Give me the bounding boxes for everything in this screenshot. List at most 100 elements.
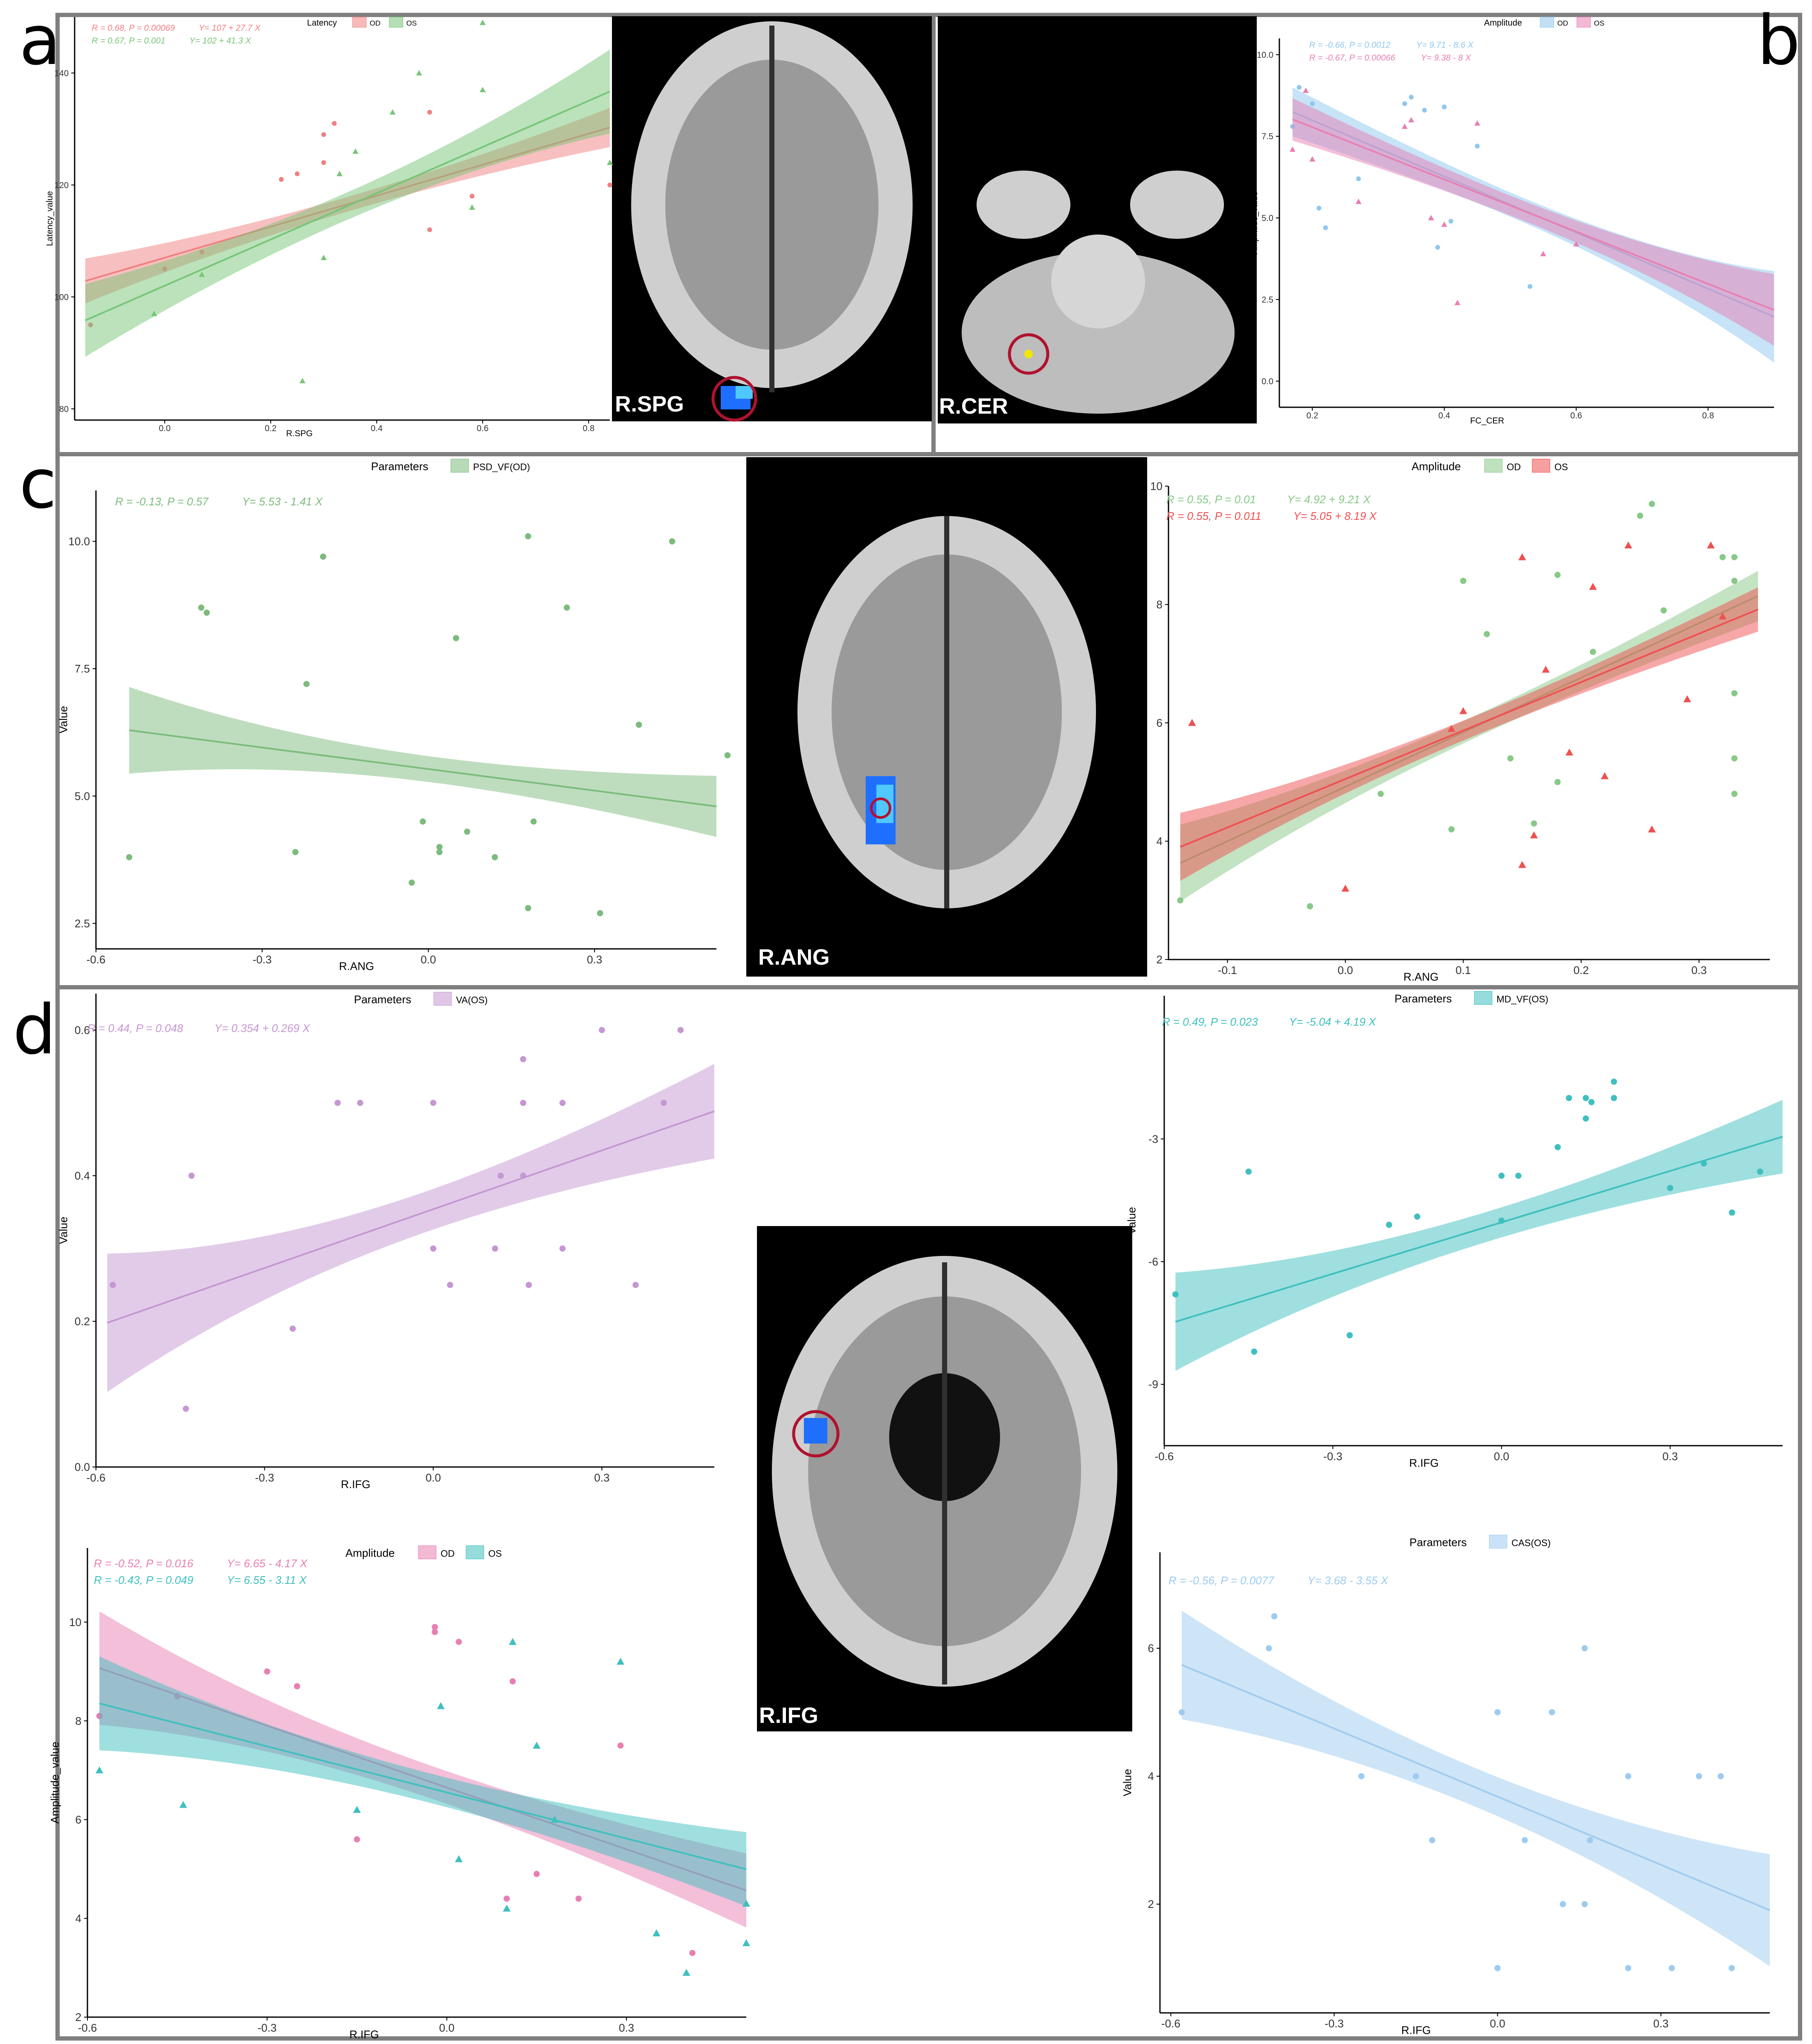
data-point bbox=[1581, 1901, 1588, 1908]
data-point bbox=[455, 1638, 462, 1645]
x-tick-label: 0.0 bbox=[420, 953, 436, 966]
data-point bbox=[1648, 825, 1656, 833]
data-point bbox=[353, 1806, 361, 1813]
legend-swatch bbox=[1484, 458, 1503, 473]
legend-title: Amplitude bbox=[345, 1546, 395, 1559]
x-tick-label: 0.8 bbox=[1702, 411, 1714, 420]
y-tick-label: 8 bbox=[75, 1714, 81, 1727]
data-point bbox=[1583, 1095, 1589, 1102]
stat-text: R = -0.52, P = 0.016 bbox=[94, 1557, 194, 1570]
brain-image-cer: R.CER bbox=[938, 16, 1257, 423]
data-point bbox=[1625, 1965, 1632, 1972]
data-point bbox=[607, 183, 612, 188]
x-tick-label: 0.0 bbox=[1338, 964, 1353, 977]
legend-title: Parameters bbox=[371, 460, 428, 473]
stat-text: R = -0.43, P = 0.049 bbox=[94, 1574, 193, 1586]
confidence-band bbox=[1180, 587, 1758, 881]
data-point bbox=[321, 132, 326, 137]
y-tick-label: 0.0 bbox=[1261, 377, 1273, 386]
data-point bbox=[1554, 779, 1561, 786]
regression-line bbox=[85, 90, 610, 322]
data-point bbox=[1422, 107, 1427, 113]
data-point bbox=[455, 1855, 463, 1862]
equation-text: Y= 6.65 - 4.17 X bbox=[227, 1557, 308, 1570]
data-point bbox=[1731, 577, 1738, 584]
equation-text: Y= 5.05 + 8.19 X bbox=[1293, 510, 1377, 522]
data-point bbox=[689, 1950, 696, 1956]
y-tick-label: 80 bbox=[59, 405, 69, 414]
data-point bbox=[1358, 1773, 1365, 1780]
data-point bbox=[183, 1406, 189, 1412]
x-axis-label: R.IFG bbox=[1409, 1456, 1438, 1469]
y-tick-label: 10 bbox=[1150, 480, 1163, 493]
data-point bbox=[1507, 755, 1514, 762]
x-tick-label: -0.1 bbox=[1218, 964, 1237, 977]
data-point bbox=[1459, 707, 1467, 714]
brain-image-spg: R.SPG bbox=[612, 16, 932, 422]
confidence-band bbox=[99, 1611, 747, 1928]
stat-text: R = 0.44, P = 0.048 bbox=[87, 1022, 183, 1035]
data-point bbox=[652, 1929, 661, 1937]
panel-letter-a: a bbox=[19, 0, 61, 80]
x-tick-label: 0.0 bbox=[159, 424, 171, 433]
stat-text: R = 0.49, P = 0.023 bbox=[1162, 1015, 1258, 1028]
legend-swatch bbox=[466, 1545, 484, 1560]
data-point bbox=[533, 1870, 540, 1877]
data-point bbox=[290, 1325, 296, 1332]
y-tick-label: 10 bbox=[69, 1616, 81, 1629]
x-tick-label: 0.0 bbox=[439, 2021, 455, 2034]
x-tick-label: -0.3 bbox=[255, 1471, 274, 1484]
legend-entry-label: VA(OS) bbox=[456, 994, 487, 1005]
data-point bbox=[1429, 1837, 1435, 1844]
data-point bbox=[1540, 251, 1546, 256]
data-point bbox=[492, 854, 498, 861]
data-point bbox=[1757, 1168, 1763, 1175]
confidence-band bbox=[1292, 87, 1774, 363]
legend-swatch bbox=[1540, 17, 1554, 28]
data-point bbox=[742, 1899, 751, 1907]
data-point bbox=[525, 1281, 532, 1288]
data-point bbox=[492, 1245, 499, 1252]
legend-title: Parameters bbox=[1395, 992, 1452, 1005]
brain-image-ang: R.ANG bbox=[746, 457, 1147, 977]
data-point bbox=[1386, 1221, 1392, 1228]
data-point bbox=[1309, 156, 1316, 162]
equation-text: Y= 4.92 + 9.21 X bbox=[1287, 493, 1371, 506]
data-point bbox=[436, 849, 443, 855]
stat-text: R = -0.66, P = 0.0012 bbox=[1309, 41, 1391, 50]
data-point bbox=[1307, 903, 1313, 910]
x-tick-label: 0.3 bbox=[1691, 964, 1707, 977]
data-point bbox=[352, 148, 359, 154]
legend-swatch bbox=[1489, 1534, 1508, 1549]
data-point bbox=[1530, 831, 1538, 838]
equation-text: Y= 0.354 + 0.269 X bbox=[215, 1022, 311, 1035]
data-point bbox=[294, 1683, 300, 1690]
stat-text: R = -0.56, P = 0.0077 bbox=[1168, 1574, 1275, 1587]
x-tick-label: -0.6 bbox=[78, 2021, 97, 2034]
legend-entry-label: PSD_VF(OD) bbox=[473, 461, 530, 472]
data-point bbox=[1316, 206, 1322, 211]
data-point bbox=[354, 1836, 360, 1843]
data-point bbox=[1696, 1773, 1702, 1780]
x-tick-label: 0.3 bbox=[1662, 1450, 1678, 1463]
data-point bbox=[430, 1099, 437, 1106]
x-tick-label: -0.6 bbox=[1155, 1450, 1174, 1463]
chart-d-amplitude-ifg: 2 4 6 8 10 -0.6 -0.3 0.0 0.3 R.IFG Amplitude_value… bbox=[48, 1545, 751, 2041]
data-point bbox=[1454, 300, 1461, 305]
data-point bbox=[551, 1815, 559, 1823]
y-axis-label: Amplitude_value bbox=[48, 1742, 61, 1824]
x-tick-label: 0.3 bbox=[619, 2021, 634, 2034]
data-point bbox=[533, 1742, 541, 1749]
data-point bbox=[320, 553, 326, 560]
legend-entry-label: CAS(OS) bbox=[1511, 1537, 1551, 1548]
x-tick-label: 0.2 bbox=[1306, 411, 1318, 420]
data-point bbox=[1717, 1773, 1724, 1780]
equation-text: Y= 5.53 - 1.41 X bbox=[242, 495, 323, 508]
legend-swatch bbox=[418, 1545, 437, 1560]
x-tick-label: -0.6 bbox=[87, 1471, 106, 1484]
y-axis-label: Latency_value bbox=[45, 191, 55, 246]
data-point bbox=[203, 609, 210, 616]
y-tick-label: 6 bbox=[75, 1813, 81, 1826]
y-tick-label: 6 bbox=[1148, 1642, 1154, 1655]
x-axis-label: R.IFG bbox=[349, 2028, 379, 2041]
